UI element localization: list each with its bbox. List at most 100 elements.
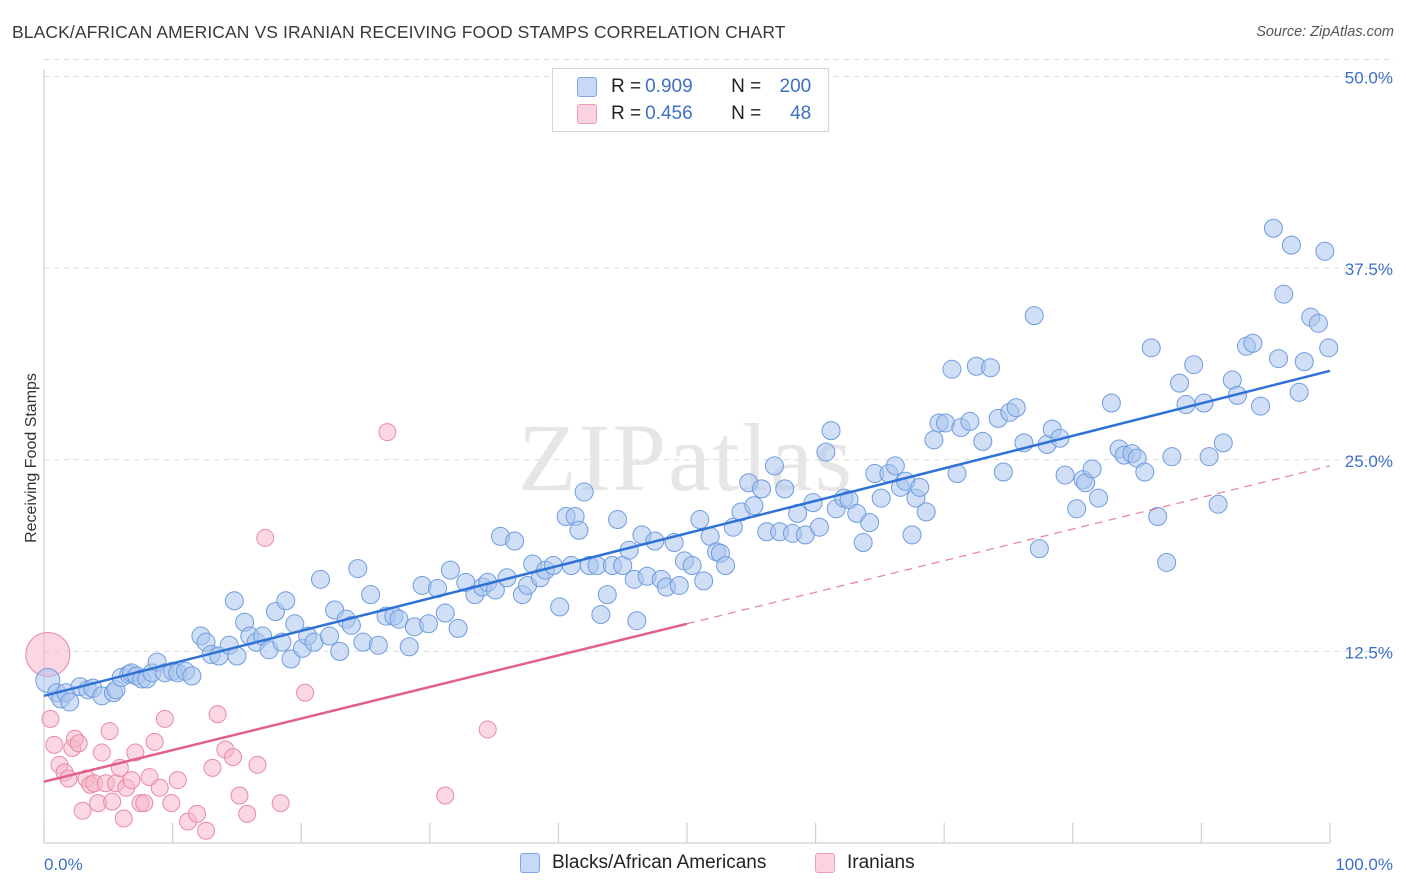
blacks-point [1141,338,1161,358]
blacks-point [608,510,628,530]
iranians-point [224,748,243,767]
blacks-point [764,456,784,476]
blacks-point [368,635,388,655]
legend-r-label: R = [611,103,642,124]
blacks-point [716,556,736,576]
blacks-point [1308,313,1328,333]
blacks-point [1199,447,1219,467]
tick-labels: 12.5% 25.0% 37.5% 50.0% 0.0% 100.0% Receiving … [23,69,1393,875]
chart-source: Source: ZipAtlas.com [1256,24,1394,40]
blacks-point [775,479,795,499]
iranians-point [122,771,141,790]
blacks-point [960,411,980,431]
iranians-point [230,786,249,805]
blacks-point [389,609,409,629]
blacks-point [412,575,432,595]
legend-row-blacks: R = 0.909 N = 200 [577,74,811,100]
iranians-points [25,423,497,840]
blacks-point [341,615,361,635]
iranians-point [73,801,92,820]
blacks-point [597,585,617,605]
trend-lines [43,369,1331,783]
legend-r-label: R = [611,76,642,97]
iranians-point [45,735,64,754]
blacks-point [1148,506,1168,526]
blacks-point [330,641,350,661]
iranians-point [256,528,275,547]
iranians-point [162,794,181,813]
blacks-point [440,560,460,580]
blacks-point [1006,398,1026,418]
blacks-point [419,614,439,634]
iranians-point [103,792,122,811]
blacks-point [682,556,702,576]
iranians-point [436,786,455,805]
blacks-point [1067,499,1087,519]
blacks-point [853,533,873,553]
blacks-point [847,503,867,523]
iranians-point [188,804,207,823]
legend-swatch-blue [577,77,597,97]
blacks-point [1243,333,1263,353]
series-label-blacks: Blacks/African Americans [552,852,767,873]
iranians-point [155,709,174,728]
blacks-point [860,513,880,533]
blacks-point [1294,352,1314,372]
iranians-point [126,743,145,762]
blacks-point [1289,382,1309,402]
iranians-point [168,771,187,790]
y-tick-label: 37.5% [1345,260,1393,279]
legend-swatch-pink [577,104,597,124]
y-tick-label: 50.0% [1345,69,1393,88]
legend-r-value: 0.909 [645,76,693,97]
blacks-trend-line [43,369,1331,698]
x-tick-label: 0.0% [44,855,83,874]
iranians-point [208,705,227,724]
blacks-point [885,456,905,476]
blacks-point [310,569,330,589]
legend-n-value: 200 [779,76,812,97]
legend-n-value: 48 [790,103,812,124]
blacks-point [319,626,339,646]
chart-title: BLACK/AFRICAN AMERICAN VS IRANIAN RECEIV… [12,22,786,42]
blacks-point [60,692,80,712]
blacks-point [973,431,993,451]
y-tick-label: 12.5% [1345,643,1393,662]
blacks-point [361,585,381,605]
iranians-point [150,778,169,797]
blacks-point [1162,447,1182,467]
iranians-point [197,821,216,840]
blacks-point [690,510,710,530]
blacks-point [816,442,836,462]
iranians-point [100,722,119,741]
iranians-point [271,794,290,813]
blacks-points [35,218,1339,712]
iranians-point [145,732,164,751]
iranians-trend-extension [686,465,1331,625]
series-label-iranians: Iranians [847,852,915,873]
blacks-point [1157,552,1177,572]
iranians-point [114,809,133,828]
iranians-point [41,709,60,728]
blacks-point [435,603,455,623]
blacks-point [1184,355,1204,375]
y-axis-title: Receiving Food Stamps [23,373,40,543]
legend-n-label: N = [731,76,762,97]
blacks-point [942,359,962,379]
blacks-point [276,591,296,611]
blacks-point [1029,539,1049,559]
blacks-point [1208,494,1228,514]
blacks-point [561,556,581,576]
blacks-point [1101,393,1121,413]
blacks-point [1315,241,1335,261]
x-tick-label: 100.0% [1335,855,1393,874]
stats-legend: R = 0.909 N = 200 R = 0.456 N = 48 [552,68,829,132]
blacks-point [1281,235,1301,255]
series-swatch-blue [520,853,540,873]
blacks-point [1213,433,1233,453]
iranians-point [135,794,154,813]
blacks-point [1089,488,1109,508]
blacks-point [669,575,689,595]
series-legend-iranians: Iranians [815,852,915,874]
blacks-point [448,618,468,638]
